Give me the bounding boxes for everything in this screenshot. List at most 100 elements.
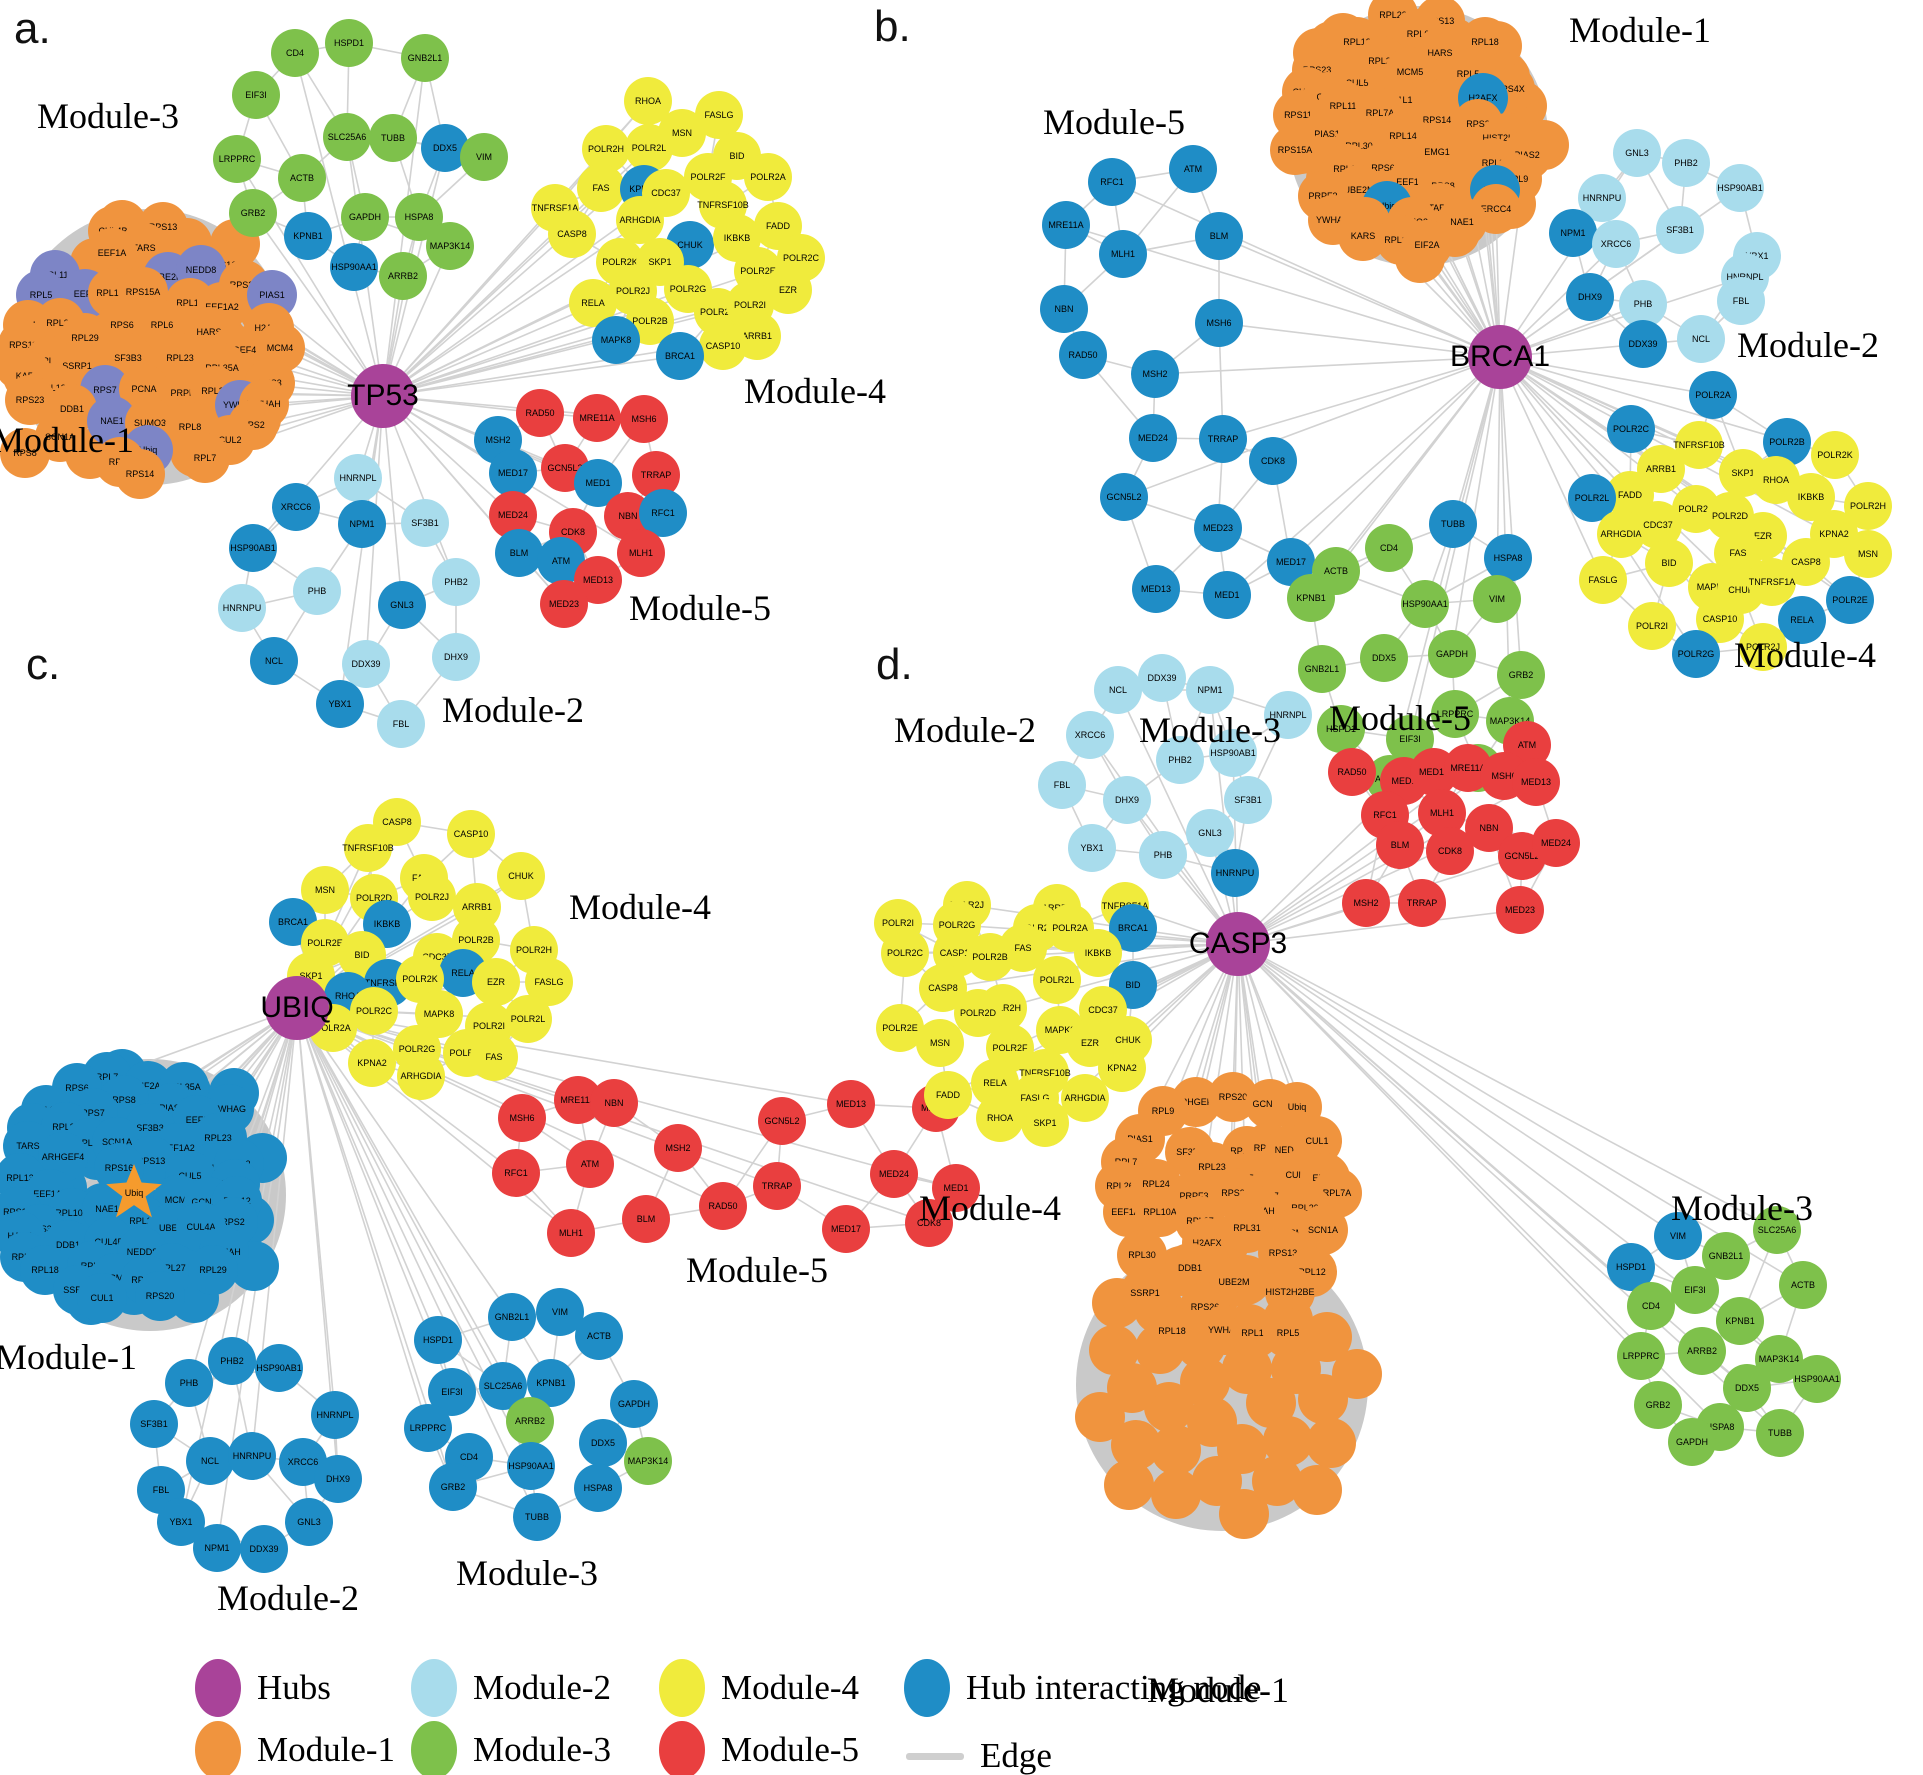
node-arhgdia[interactable]: ARHGDIA — [1597, 510, 1645, 558]
node-dhx9[interactable]: DHX9 — [1566, 273, 1614, 321]
node-trrap[interactable]: TRRAP — [753, 1162, 801, 1210]
node-dhx9[interactable]: DHX9 — [432, 633, 480, 681]
hub-brca1[interactable]: BRCA1 — [1450, 325, 1550, 389]
node-actb[interactable]: ACTB — [1779, 1261, 1827, 1309]
node-med24[interactable]: MED24 — [1129, 414, 1177, 462]
node-phb2[interactable]: PHB2 — [1662, 139, 1710, 187]
node-rfc1[interactable]: RFC1 — [492, 1149, 540, 1197]
node-lrpprc[interactable]: LRPPRC — [404, 1404, 452, 1452]
node-arhgdia[interactable]: ARHGDIA — [1061, 1074, 1109, 1122]
node-ddx5[interactable]: DDX5 — [1360, 634, 1408, 682]
node-cdk8[interactable]: CDK8 — [1426, 827, 1474, 875]
node-msh2[interactable]: MSH2 — [1131, 350, 1179, 398]
node-bid[interactable]: BID — [338, 931, 386, 979]
node-ncl[interactable]: NCL — [250, 637, 298, 685]
node-mre11a[interactable]: MRE11A — [1042, 201, 1090, 249]
node-ybx1[interactable]: YBX1 — [1068, 824, 1116, 872]
node-mlh1[interactable]: MLH1 — [547, 1209, 595, 1257]
node-arrb2[interactable]: ARRB2 — [379, 252, 427, 300]
node-tnfrsf1a[interactable]: TNFRSF1A — [1748, 558, 1796, 606]
node-unlabeled[interactable] — [1219, 1489, 1269, 1539]
node-hnrnpl[interactable]: HNRNPL — [311, 1391, 359, 1439]
hub-casp3[interactable]: CASP3 — [1189, 912, 1287, 976]
node-ddx39[interactable]: DDX39 — [1619, 320, 1667, 368]
node-trrap[interactable]: TRRAP — [1199, 415, 1247, 463]
node-rad50[interactable]: RAD50 — [1059, 331, 1107, 379]
node-vim[interactable]: VIM — [460, 133, 508, 181]
node-rela[interactable]: RELA — [1778, 596, 1826, 644]
node-phb2[interactable]: PHB2 — [432, 558, 480, 606]
node-med23[interactable]: MED23 — [540, 580, 588, 628]
node-sf3b1[interactable]: SF3B1 — [401, 499, 449, 547]
node-ddx5[interactable]: DDX5 — [1723, 1364, 1771, 1412]
node-hspd1[interactable]: HSPD1 — [414, 1316, 462, 1364]
node-hnrnpu[interactable]: HNRNPU — [1211, 849, 1259, 897]
node-unlabeled[interactable] — [1075, 1392, 1125, 1442]
node-hsp90ab1[interactable]: HSP90AB1 — [1716, 164, 1764, 212]
node-gcn5l2[interactable]: GCN5L2 — [758, 1097, 806, 1145]
node-tnfrsf10b[interactable]: TNFRSF10B — [342, 824, 394, 872]
node-rpl7[interactable]: RPL7 — [180, 433, 230, 483]
node-grb2[interactable]: GRB2 — [1497, 651, 1545, 699]
node-med13[interactable]: MED13 — [827, 1080, 875, 1128]
node-fbl[interactable]: FBL — [377, 700, 425, 748]
node-hnrnpu[interactable]: HNRNPU — [228, 1432, 276, 1480]
node-rad50[interactable]: RAD50 — [516, 389, 564, 437]
node-faslg[interactable]: FASLG — [1579, 556, 1627, 604]
node-mlh1[interactable]: MLH1 — [1099, 230, 1147, 278]
node-sf3b1[interactable]: SF3B1 — [130, 1400, 178, 1448]
node-cdk8[interactable]: CDK8 — [1249, 437, 1297, 485]
node-med1[interactable]: MED1 — [1203, 571, 1251, 619]
node-blm[interactable]: BLM — [495, 529, 543, 577]
node-unlabeled[interactable] — [1104, 1460, 1154, 1510]
node-phb2[interactable]: PHB2 — [208, 1337, 256, 1385]
node-cd4[interactable]: CD4 — [1627, 1282, 1675, 1330]
node-msh2[interactable]: MSH2 — [1342, 879, 1390, 927]
node-hnrnpl[interactable]: HNRNPL — [1264, 691, 1312, 739]
hub-ubiq[interactable]: UBIQ — [260, 976, 334, 1040]
node-gnl3[interactable]: GNL3 — [1613, 129, 1661, 177]
node-npm1[interactable]: NPM1 — [1549, 209, 1597, 257]
node-hsp90aa1[interactable]: HSP90AA1 — [1793, 1355, 1841, 1403]
node-kpna2[interactable]: KPNA2 — [1098, 1044, 1146, 1092]
node-casp8[interactable]: CASP8 — [548, 210, 596, 258]
node-rps15a[interactable]: RPS15A — [1270, 125, 1320, 175]
node-kpnb1[interactable]: KPNB1 — [284, 212, 332, 260]
node-gnb2l1[interactable]: GNB2L1 — [1298, 645, 1346, 693]
node-ezr[interactable]: EZR — [472, 958, 520, 1006]
node-gapdh[interactable]: GAPDH — [610, 1380, 658, 1428]
node-polr2l[interactable]: POLR2L — [1033, 956, 1081, 1004]
node-polr2i[interactable]: POLR2I — [1628, 602, 1676, 650]
node-chuk[interactable]: CHUK — [497, 852, 545, 900]
node-gnl3[interactable]: GNL3 — [1186, 809, 1234, 857]
node-arhgdia[interactable]: ARHGDIA — [397, 1052, 445, 1100]
node-hsp90ab1[interactable]: HSP90AB1 — [255, 1344, 303, 1392]
node-slc25a6[interactable]: SLC25A6 — [323, 113, 371, 161]
node-fadd[interactable]: FADD — [924, 1071, 972, 1119]
node-grb2[interactable]: GRB2 — [229, 189, 277, 237]
node-actb[interactable]: ACTB — [278, 154, 326, 202]
node-rad50[interactable]: RAD50 — [1328, 748, 1376, 796]
node-hspd1[interactable]: HSPD1 — [325, 19, 373, 67]
node-polr2e[interactable]: POLR2E — [1826, 576, 1874, 624]
node-med13[interactable]: MED13 — [1132, 565, 1180, 613]
node-polr2c[interactable]: POLR2C — [881, 929, 929, 977]
node-dhx9[interactable]: DHX9 — [1103, 776, 1151, 824]
node-mlh1[interactable]: MLH1 — [617, 529, 665, 577]
node-gnl3[interactable]: GNL3 — [378, 581, 426, 629]
node-nbn[interactable]: NBN — [590, 1079, 638, 1127]
node-blm[interactable]: BLM — [1376, 821, 1424, 869]
node-dhx9[interactable]: DHX9 — [314, 1455, 362, 1503]
node-npm1[interactable]: NPM1 — [193, 1524, 241, 1572]
node-gcn5l2[interactable]: GCN5L2 — [1100, 473, 1148, 521]
node-ncl[interactable]: NCL — [1094, 666, 1142, 714]
node-ncl[interactable]: NCL — [186, 1437, 234, 1485]
node-unlabeled[interactable] — [1089, 1325, 1139, 1375]
node-tubb[interactable]: TUBB — [1429, 500, 1477, 548]
node-mre11a[interactable]: MRE11A — [573, 394, 621, 442]
node-ddx5[interactable]: DDX5 — [579, 1419, 627, 1467]
node-nbn[interactable]: NBN — [1040, 285, 1088, 333]
node-unlabeled[interactable] — [1292, 1465, 1342, 1515]
node-gapdh[interactable]: GAPDH — [1428, 630, 1476, 678]
node-atm[interactable]: ATM — [566, 1140, 614, 1188]
